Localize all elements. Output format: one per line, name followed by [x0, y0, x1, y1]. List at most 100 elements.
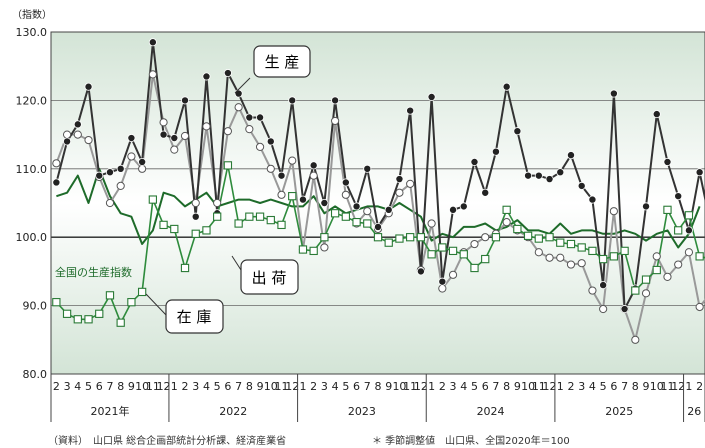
x-tick-label: 3: [450, 380, 457, 393]
inventory-point: [202, 226, 211, 235]
production-point: [95, 171, 104, 180]
inventory-point: [52, 298, 61, 307]
x-tick-label: 3: [578, 380, 585, 393]
inventory-point: [684, 211, 694, 220]
y-tick-label: 110.0: [16, 163, 48, 176]
x-tick-label: 11: [403, 380, 417, 393]
x-tick-label: 3: [64, 380, 71, 393]
production-point: [449, 205, 458, 214]
shipment-point: [663, 272, 672, 281]
inventory-point: [523, 231, 533, 240]
production-point: [52, 178, 61, 187]
shipment-point: [674, 260, 683, 269]
x-tick-label: 7: [235, 380, 242, 393]
shipment-point: [684, 248, 694, 257]
shipment-point: [234, 103, 243, 112]
x-tick-label: 9: [643, 380, 650, 393]
shipment-point: [62, 130, 72, 139]
shipment-point: [470, 239, 479, 249]
production-point: [105, 168, 114, 177]
inventory-point: [577, 243, 586, 252]
shipment-point: [202, 122, 211, 131]
year-label: 2024: [477, 405, 505, 418]
x-tick-label: 12: [414, 380, 428, 393]
x-tick-label: 5: [600, 380, 607, 393]
production-point: [427, 92, 436, 101]
source-note: （資料） 山口県 総合企画部統計分析課、経済産業省: [48, 436, 287, 447]
y-tick-label: 130.0: [16, 26, 48, 39]
inventory-point: [631, 286, 640, 295]
y-unit-label: （指数）: [12, 8, 52, 21]
inventory-point: [148, 195, 158, 204]
x-tick-label: 5: [342, 380, 349, 393]
inventory-point: [309, 246, 318, 256]
x-tick-label: 5: [471, 380, 478, 393]
x-tick-label: 7: [364, 380, 371, 393]
x-tick-label: 2: [696, 380, 703, 393]
x-tick-label: 11: [275, 380, 289, 393]
x-tick-label: 7: [106, 380, 113, 393]
inventory-point: [416, 233, 426, 242]
inventory-point: [159, 220, 168, 230]
shipment-point: [191, 198, 200, 208]
production-point: [159, 130, 168, 139]
x-tick-label: 5: [214, 380, 221, 393]
x-tick-label: 4: [332, 380, 339, 393]
inventory-point: [234, 219, 243, 228]
inventory-point: [459, 250, 468, 259]
x-tick-label: 10: [650, 380, 664, 393]
inventory-point: [545, 233, 554, 242]
x-tick-label: 9: [385, 380, 392, 393]
x-tick-label: 9: [128, 380, 135, 393]
y-tick-label: 100.0: [16, 231, 48, 244]
inventory-point: [330, 209, 340, 218]
shipment-point: [84, 135, 93, 145]
x-tick-label: 2: [53, 380, 60, 393]
x-tick-label: 1: [685, 380, 692, 393]
inventory-point: [213, 212, 222, 221]
inventory-point: [534, 234, 543, 243]
production-point: [127, 134, 136, 143]
x-tick-label: 5: [85, 380, 92, 393]
inventory-point: [663, 205, 672, 214]
shipment-callout: 出 荷: [252, 269, 287, 287]
production-point: [191, 212, 200, 221]
inventory-point: [652, 265, 661, 275]
production-point: [502, 82, 511, 91]
shipment-point: [159, 118, 168, 127]
shipment-point: [331, 116, 340, 126]
x-tick-label: 9: [514, 380, 521, 393]
national-index-line: [56, 167, 701, 249]
x-tick-label: 11: [532, 380, 546, 393]
inventory-callout-box: [165, 299, 224, 334]
production-point: [642, 202, 651, 211]
inventory-callout: 在 庫: [177, 308, 212, 326]
production-point: [234, 89, 243, 98]
production-point: [116, 164, 125, 173]
x-tick-label: 1: [171, 380, 178, 393]
shipment-point: [609, 207, 618, 216]
inventory-point: [373, 233, 383, 242]
production-point: [556, 168, 565, 177]
production-point: [138, 157, 147, 166]
shipment-point: [641, 289, 651, 298]
x-tick-label: 3: [192, 380, 199, 393]
x-tick-label: 6: [224, 380, 231, 393]
x-tick-label: 4: [74, 380, 81, 393]
inventory-point: [116, 318, 125, 327]
inventory-point: [513, 224, 522, 234]
production-point: [170, 134, 179, 143]
production-point: [341, 178, 350, 187]
production-point: [566, 151, 575, 160]
x-tick-label: 2: [567, 380, 574, 393]
x-tick-label: 9: [257, 380, 264, 393]
inventory-point: [438, 243, 447, 252]
shipment-point: [406, 179, 415, 188]
x-tick-label: 10: [135, 380, 149, 393]
inventory-point: [127, 298, 136, 307]
inventory-point: [105, 291, 115, 300]
production-point: [384, 205, 393, 214]
production-callout: 生 産: [265, 53, 300, 71]
plot-border: [50, 31, 705, 375]
